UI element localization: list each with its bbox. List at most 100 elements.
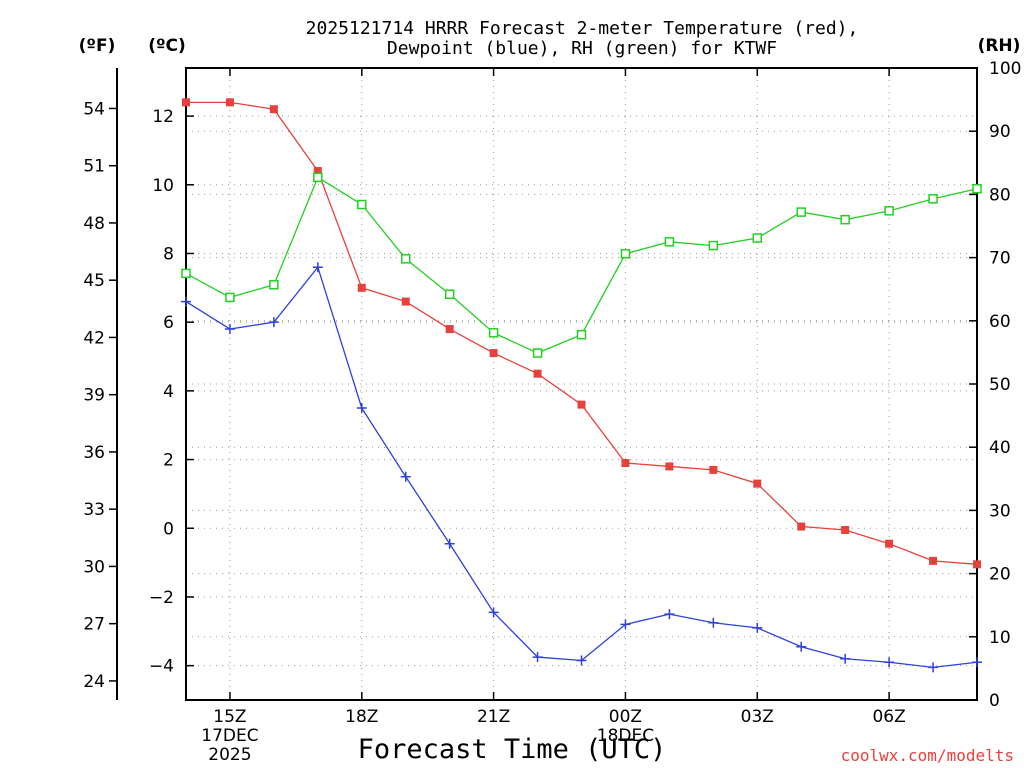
- chart-title-line2: Dewpoint (blue), RH (green) for KTWF: [387, 38, 777, 59]
- x-tick-label: 15Z: [213, 707, 246, 727]
- fahrenheit-axis: 54 51 48 45 42 39 36 33 30 27 24: [83, 99, 117, 692]
- rh-tick-label: 100: [989, 59, 1021, 79]
- rh-point: [269, 280, 279, 290]
- c-tick-label: 0: [163, 519, 174, 539]
- c-tick-label: 4: [163, 382, 174, 402]
- temperature-point: [709, 465, 718, 474]
- x-tick-label: 2025: [208, 745, 251, 765]
- temperature-point: [753, 479, 762, 488]
- rh-point: [444, 289, 455, 300]
- f-tick-label: 39: [83, 386, 105, 406]
- temperature-point: [973, 560, 981, 569]
- dewpoint-point: [488, 607, 499, 618]
- x-axis-title: Forecast Time (UTC): [358, 734, 667, 765]
- dewpoint-point: [576, 655, 587, 666]
- f-tick-label: 45: [83, 271, 105, 291]
- temperature-point: [621, 459, 630, 467]
- rh-tick-label: 20: [989, 565, 1011, 585]
- rh-point: [357, 199, 367, 210]
- f-tick-label: 33: [83, 500, 105, 520]
- f-tick-label: 27: [83, 615, 105, 635]
- dewpoint-point: [884, 657, 895, 668]
- c-tick-label: 6: [163, 313, 174, 333]
- f-tick-label: 48: [83, 214, 105, 234]
- rh-series: [181, 172, 982, 358]
- x-tick-label: 18DEC: [597, 726, 654, 746]
- f-tick-label: 36: [83, 443, 105, 463]
- rh-point: [225, 292, 235, 303]
- c-tick-label: 8: [163, 244, 174, 264]
- dewpoint-point: [356, 403, 367, 414]
- temperature-point: [182, 98, 190, 107]
- f-tick-label: 54: [83, 99, 105, 119]
- temperature-point: [489, 349, 498, 358]
- gridlines: [186, 68, 977, 700]
- dewpoint-point: [928, 662, 939, 673]
- temperature-point: [929, 556, 938, 565]
- rh-tick-label: 80: [989, 185, 1011, 205]
- c-tick-label: 12: [152, 107, 174, 127]
- rh-point: [884, 206, 894, 216]
- temperature-point: [885, 539, 894, 548]
- rh-point: [532, 348, 543, 358]
- c-tick-label: −4: [149, 657, 174, 677]
- temperature-point: [533, 369, 542, 378]
- rh-line: [185, 176, 978, 354]
- rh-point: [400, 254, 411, 264]
- rh-unit-label: (RH): [978, 36, 1021, 56]
- dewpoint-series: [181, 262, 982, 673]
- dewpoint-point: [268, 317, 279, 328]
- temperature-point: [313, 167, 322, 176]
- rh-point: [181, 268, 191, 279]
- rh-tick-label: 40: [989, 438, 1011, 458]
- f-tick-label: 30: [83, 557, 105, 577]
- x-tick-label: 03Z: [741, 707, 774, 727]
- rh-point: [620, 249, 631, 259]
- credit-text: coolwx.com/modelts: [841, 746, 1014, 765]
- f-tick-label: 51: [83, 157, 105, 177]
- rh-tick-label: 30: [989, 501, 1011, 521]
- dewpoint-line: [185, 265, 978, 669]
- dewpoint-point: [972, 657, 982, 668]
- temperature-point: [401, 297, 410, 306]
- temperature-point: [225, 98, 234, 107]
- celsius-unit-label: (ºC): [148, 36, 186, 56]
- celsius-axis: 12 10 8 6 4 2 0 −2 −4: [149, 107, 194, 677]
- dewpoint-point: [532, 652, 543, 663]
- fahrenheit-unit-label: (ºF): [79, 36, 116, 56]
- rh-point: [752, 233, 763, 243]
- x-tick-label: 17DEC: [201, 726, 258, 746]
- rh-point: [664, 237, 675, 247]
- series-layer: [181, 98, 982, 673]
- x-tick-label: 06Z: [872, 707, 905, 727]
- rh-point: [488, 328, 499, 338]
- rh-point: [928, 194, 938, 204]
- x-tick-label: 00Z: [609, 707, 642, 727]
- c-tick-label: 10: [152, 176, 174, 196]
- temperature-point: [445, 325, 454, 334]
- rh-tick-label: 90: [989, 122, 1011, 142]
- f-tick-label: 24: [83, 672, 105, 692]
- dewpoint-point: [181, 296, 191, 307]
- dewpoint-point: [224, 324, 235, 335]
- f-tick-label: 42: [83, 328, 105, 348]
- rh-point: [576, 329, 587, 340]
- rh-tick-label: 50: [989, 375, 1011, 395]
- x-tick-label: 18Z: [345, 707, 378, 727]
- temperature-point: [357, 283, 366, 292]
- temperature-point: [577, 400, 586, 409]
- rh-tick-label: 70: [989, 249, 1011, 269]
- dewpoint-point: [664, 609, 675, 620]
- dewpoint-point: [708, 617, 719, 628]
- temperature-point: [841, 525, 850, 534]
- rh-tick-label: 60: [989, 312, 1011, 332]
- temperature-point: [269, 105, 278, 114]
- dewpoint-point: [620, 619, 631, 630]
- rh-point: [708, 240, 719, 251]
- rh-point: [972, 183, 982, 194]
- dewpoint-point: [444, 538, 455, 549]
- dewpoint-point: [312, 262, 323, 273]
